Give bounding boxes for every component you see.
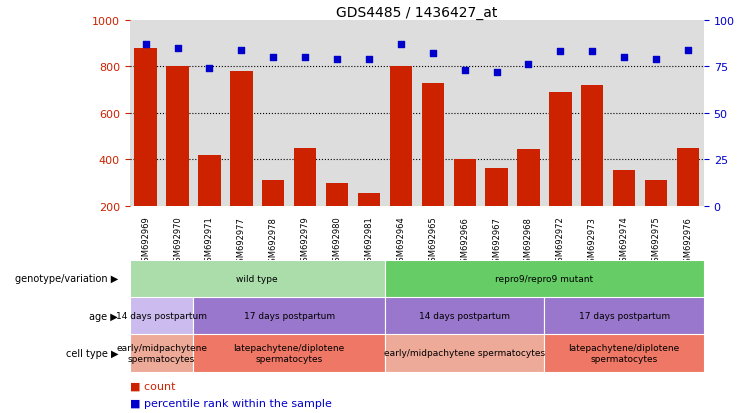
- Point: [459, 67, 471, 74]
- Point: [554, 49, 566, 55]
- Point: [172, 45, 184, 52]
- Text: 17 days postpartum: 17 days postpartum: [244, 311, 335, 320]
- Bar: [134, 48, 157, 206]
- Text: latepachytene/diplotene
spermatocytes: latepachytene/diplotene spermatocytes: [233, 344, 345, 363]
- Bar: [545, 297, 704, 335]
- Bar: [517, 150, 539, 206]
- Bar: [385, 335, 545, 372]
- Bar: [613, 171, 635, 206]
- Text: wild type: wild type: [236, 274, 278, 283]
- Point: [682, 47, 694, 54]
- Text: latepachytene/diplotene
spermatocytes: latepachytene/diplotene spermatocytes: [568, 344, 679, 363]
- Point: [522, 62, 534, 69]
- Point: [586, 49, 598, 55]
- Text: repro9/repro9 mutant: repro9/repro9 mutant: [496, 274, 594, 283]
- Bar: [262, 181, 285, 206]
- Bar: [167, 67, 189, 206]
- Text: 14 days postpartum: 14 days postpartum: [116, 311, 207, 320]
- Text: cell type ▶: cell type ▶: [66, 348, 118, 358]
- Bar: [453, 160, 476, 206]
- Text: early/midpachytene
spermatocytes: early/midpachytene spermatocytes: [116, 344, 207, 363]
- Bar: [230, 72, 253, 206]
- Bar: [294, 148, 316, 206]
- Point: [268, 55, 279, 61]
- Point: [395, 41, 407, 48]
- Point: [491, 69, 502, 76]
- Bar: [422, 83, 444, 206]
- Bar: [130, 297, 193, 335]
- Text: 14 days postpartum: 14 days postpartum: [419, 311, 510, 320]
- Text: 17 days postpartum: 17 days postpartum: [579, 311, 670, 320]
- Point: [427, 51, 439, 57]
- Bar: [358, 194, 380, 206]
- Point: [363, 56, 375, 63]
- Bar: [581, 86, 603, 206]
- Point: [140, 41, 152, 48]
- Bar: [130, 335, 193, 372]
- Bar: [130, 260, 385, 297]
- Bar: [193, 297, 385, 335]
- Text: ■ count: ■ count: [130, 381, 175, 391]
- Bar: [645, 181, 667, 206]
- Point: [236, 47, 247, 54]
- Text: age ▶: age ▶: [90, 311, 118, 321]
- Point: [299, 55, 311, 61]
- Bar: [385, 297, 545, 335]
- Bar: [549, 93, 571, 206]
- Bar: [326, 183, 348, 206]
- Text: genotype/variation ▶: genotype/variation ▶: [15, 274, 118, 284]
- Point: [618, 55, 630, 61]
- Point: [650, 56, 662, 63]
- Text: early/midpachytene spermatocytes: early/midpachytene spermatocytes: [384, 349, 545, 358]
- Bar: [193, 335, 385, 372]
- Point: [331, 56, 343, 63]
- Bar: [485, 168, 508, 206]
- Bar: [199, 155, 221, 206]
- Point: [204, 66, 216, 72]
- Bar: [390, 67, 412, 206]
- Bar: [385, 260, 704, 297]
- Title: GDS4485 / 1436427_at: GDS4485 / 1436427_at: [336, 6, 497, 20]
- Bar: [545, 335, 704, 372]
- Text: ■ percentile rank within the sample: ■ percentile rank within the sample: [130, 398, 331, 408]
- Bar: [677, 148, 700, 206]
